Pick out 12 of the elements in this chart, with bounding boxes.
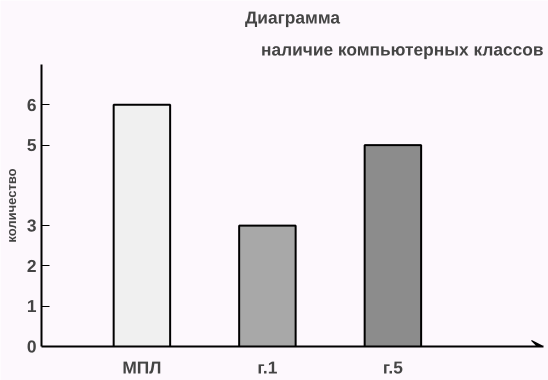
x-tick-label: г.1 [257, 358, 278, 378]
y-tick-label: 6 [26, 94, 37, 115]
y-tick-label: 1 [26, 296, 37, 316]
x-tick-label: г.5 [382, 358, 404, 378]
y-tick-label: 0 [26, 336, 37, 356]
y-tick-label: 2 [26, 256, 37, 276]
chart-title: Диаграмма [244, 8, 340, 28]
y-tick-label: 5 [26, 135, 37, 156]
chart-subtitle: наличие компьютерных классов [261, 40, 544, 60]
y-axis-title: количество [4, 168, 19, 243]
y-tick-label: 3 [26, 216, 37, 236]
x-tick-label: МПЛ [122, 358, 162, 378]
